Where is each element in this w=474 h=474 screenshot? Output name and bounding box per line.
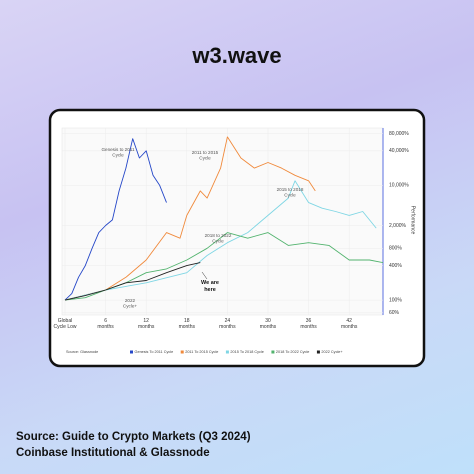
legend-swatch	[316, 350, 320, 354]
series-line	[64, 136, 316, 301]
x-tick-label-line: months	[97, 324, 114, 330]
annotation-line: 2015 to 2018	[277, 187, 304, 192]
caption: Source: Guide to Crypto Markets (Q3 2024…	[16, 431, 251, 443]
x-tick-label-line: Cycle Low	[53, 324, 76, 330]
annotation: 2022 Cycle+	[123, 298, 137, 309]
x-tick-label-line: 6	[104, 318, 107, 324]
annotation-line: Cycle	[284, 193, 296, 198]
annotation-line: We are	[201, 280, 219, 286]
x-tick-label: 42 months	[341, 318, 358, 330]
series-line	[64, 262, 201, 301]
legend-label: 2018 To 2022 Cycle	[276, 350, 310, 354]
x-tick-label: Global Cycle Low	[53, 318, 76, 330]
annotation: Genesis to 2011 Cycle	[101, 147, 135, 158]
annotation-line: Cycle	[199, 156, 211, 161]
x-tick-label-line: 36	[306, 318, 312, 324]
annotation: We are here	[201, 280, 219, 293]
series-line	[64, 138, 167, 301]
y-axis-title: Performance	[410, 206, 416, 235]
series-line	[64, 180, 377, 301]
annotation-line: 2011 to 2015	[192, 150, 219, 155]
y-tick-label: 80,000%	[389, 131, 409, 137]
x-tick-label-line: 30	[265, 318, 271, 324]
x-tick-label-line: months	[179, 324, 196, 330]
legend-label: 2015 To 2018 Cycle	[230, 350, 264, 354]
brand-logo: w3.wave	[191, 43, 281, 68]
legend-swatch	[130, 350, 133, 354]
x-tick-label-line: 18	[184, 318, 190, 324]
legend-label: 2022 Cycle+	[321, 350, 343, 354]
x-tick-label-line: months	[341, 324, 358, 330]
annotation-line: 2018 to 2022	[205, 233, 232, 238]
x-tick-label: 36 months	[300, 318, 317, 330]
y-tick-label: 100%	[389, 297, 402, 303]
x-tick-label-line: months	[260, 324, 277, 330]
x-tick-label-line: 12	[143, 318, 149, 324]
x-tick-label-line: months	[219, 324, 236, 330]
x-tick-label-line: months	[138, 324, 155, 330]
legend-swatch	[225, 350, 229, 354]
y-tick-label: 40,000%	[389, 148, 409, 154]
annotation: 2018 to 2022 Cycle	[205, 233, 232, 244]
annotation-line: Cycle	[112, 153, 124, 158]
y-tick-label: 800%	[389, 246, 402, 252]
legend-swatch	[180, 350, 184, 354]
annotation-pointer	[201, 271, 208, 280]
x-tick-label-line: 24	[225, 318, 231, 324]
caption: Coinbase Institutional & Glassnode	[16, 447, 210, 459]
annotation-line: 2022	[125, 298, 136, 303]
annotation: 2015 to 2018 Cycle	[277, 187, 304, 198]
legend-swatch	[271, 350, 275, 354]
source: Source: Glassnode	[66, 350, 98, 354]
annotation: 2011 to 2015 Cycle	[192, 150, 219, 161]
legend-label: Genesis To 2011 Cycle	[135, 350, 174, 354]
x-tick-label-line: months	[300, 324, 317, 330]
x-tick-label: 6 months	[97, 318, 114, 330]
y-tick-label: 60%	[389, 310, 400, 316]
y-tick-label: 400%	[389, 263, 402, 269]
x-tick-label: 24 months	[219, 318, 236, 330]
y-tick-label: 2,000%	[389, 223, 407, 229]
x-tick-label-line: 42	[346, 318, 352, 324]
y-tick-label: 10,000%	[389, 183, 409, 189]
annotation-line: Cycle	[212, 239, 224, 244]
legend-label: 2011 To 2015 Cycle	[185, 350, 218, 354]
annotation-line: here	[204, 287, 216, 293]
x-tick-label: 18 months	[179, 318, 196, 330]
annotation-line: Cycle+	[123, 304, 137, 309]
x-tick-label: 30 months	[260, 318, 277, 330]
x-tick-label-line: Global	[58, 318, 72, 324]
annotation-line: Genesis to 2011	[101, 147, 135, 152]
x-tick-label: 12 months	[138, 318, 155, 330]
